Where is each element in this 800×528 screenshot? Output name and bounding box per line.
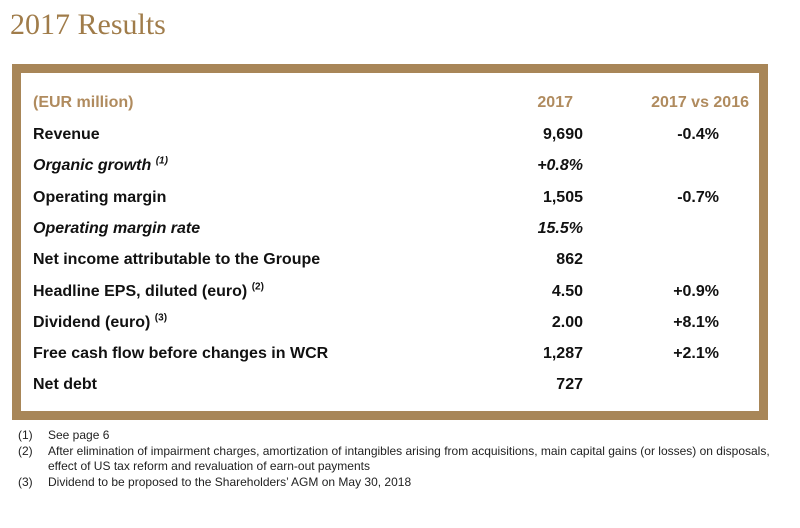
header-year-column: 2017 — [537, 94, 573, 111]
footnote-3: (3) Dividend to be proposed to the Share… — [18, 475, 788, 491]
table-row: Free cash flow before changes in WCR 1,28… — [21, 338, 759, 369]
header-unit-label: (EUR million) — [33, 94, 134, 111]
row-label: Net debt — [33, 369, 97, 400]
row-label: Operating margin — [33, 182, 166, 213]
table-row: Dividend (euro) (3) 2.00 +8.1% — [21, 307, 759, 338]
row-value-2017: 15.5% — [537, 219, 583, 237]
row-value-2017: 1,505 — [542, 188, 583, 206]
footnote-number: (3) — [18, 474, 33, 489]
row-change-vs-2016: +2.1% — [673, 345, 719, 363]
page-title: 2017 Results — [10, 8, 166, 41]
row-label: Dividend (euro) (3) — [33, 307, 167, 338]
row-change-vs-2016: -0.4% — [677, 126, 719, 143]
row-value-2017: 2.00 — [551, 313, 583, 331]
footnote-ref: (1) — [155, 155, 168, 167]
footnote-2: (2) After elimination of impairment char… — [18, 444, 788, 475]
table-row: Revenue 9,690 -0.4% — [21, 119, 759, 150]
row-value-2017: 727 — [556, 376, 583, 394]
footnote-text: See page 6 — [48, 428, 110, 442]
footnote-ref: (3) — [154, 312, 168, 324]
row-value-2017: 9,690 — [542, 126, 583, 143]
footnote-number: (2) — [18, 443, 33, 458]
footnote-text: After elimination of impairment charges,… — [48, 443, 770, 474]
row-label-text: Operating margin — [33, 188, 167, 206]
row-label-text: Net income attributable to the Groupe — [33, 251, 321, 269]
row-label: Organic growth (1) — [33, 150, 168, 181]
row-label: Headline EPS, diluted (euro) (2) — [33, 276, 264, 307]
row-label-text: Operating margin rate — [33, 219, 201, 237]
row-label: Revenue — [33, 119, 100, 150]
row-label-text: Net debt — [33, 376, 97, 394]
row-change-vs-2016: -0.7% — [677, 188, 719, 206]
row-label-text: Organic growth — [33, 157, 152, 175]
row-change-vs-2016: +8.1% — [673, 313, 719, 331]
table-row: Headline EPS, diluted (euro) (2) 4.50 +0.9… — [21, 276, 759, 307]
table-row: Net income attributable to the Groupe 862 — [21, 244, 759, 275]
row-value-2017: +0.8% — [537, 157, 583, 175]
table-row: Operating margin 1,505 -0.7% — [21, 182, 759, 213]
footnote-1: (1) See page 6 — [18, 428, 788, 444]
header-change-column: 2017 vs 2016 — [651, 94, 749, 111]
table-header-row: (EUR million) 2017 2017 vs 2016 — [21, 87, 759, 118]
footnote-number: (1) — [18, 428, 33, 442]
table-row: Operating margin rate 15.5% — [21, 213, 759, 244]
row-label: Operating margin rate — [33, 213, 200, 244]
table-row: Organic growth (1) +0.8% — [21, 150, 759, 181]
row-label: Net income attributable to the Groupe — [33, 244, 320, 275]
row-value-2017: 862 — [556, 251, 583, 269]
row-label-text: Free cash flow before changes in WCR — [33, 345, 329, 363]
footnote-ref: (2) — [251, 281, 264, 293]
row-value-2017: 1,287 — [542, 345, 583, 363]
footnote-text: Dividend to be proposed to the Sharehold… — [48, 474, 412, 489]
row-label-text: Headline EPS, diluted (euro) — [33, 282, 248, 300]
row-label: Free cash flow before changes in WCR — [33, 338, 328, 369]
footnotes: (1) See page 6 (2) After elimination of … — [18, 428, 788, 490]
row-value-2017: 4.50 — [551, 282, 583, 300]
row-label-text: Dividend (euro) — [33, 313, 151, 331]
row-label-text: Revenue — [33, 126, 100, 143]
results-table-frame: (EUR million) 2017 2017 vs 2016 Revenue 9… — [12, 64, 768, 420]
row-change-vs-2016: +0.9% — [673, 282, 719, 300]
table-row: Net debt 727 — [21, 369, 759, 400]
